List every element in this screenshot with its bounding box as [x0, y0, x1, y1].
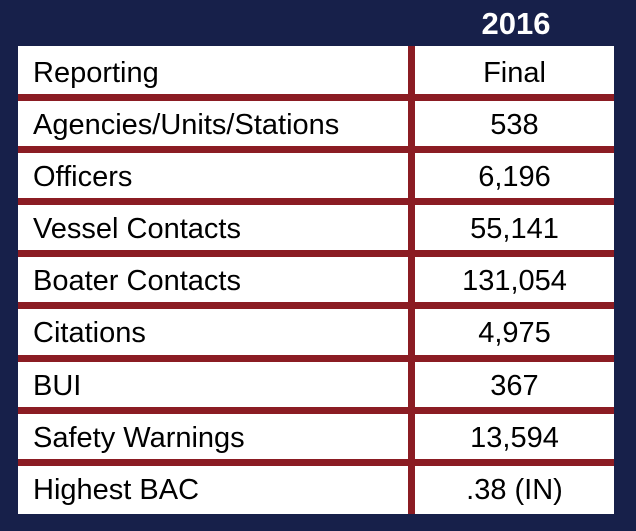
- row-label-agencies: Agencies/Units/Stations: [33, 109, 340, 141]
- row-divider: [18, 355, 614, 362]
- row-label-citations: Citations: [33, 317, 146, 349]
- row-divider: [18, 302, 614, 309]
- year-header: 2016: [481, 6, 551, 41]
- row-divider: [18, 250, 614, 257]
- row-label-safety-warnings: Safety Warnings: [33, 422, 245, 454]
- stats-table: Reporting Final Agencies/Units/Stations …: [18, 46, 614, 514]
- row-value-reporting: Final: [483, 57, 546, 89]
- row-label-vessel-contacts: Vessel Contacts: [33, 213, 241, 245]
- row-divider: [18, 146, 614, 153]
- row-value-boater-contacts: 131,054: [462, 265, 567, 297]
- row-value-officers: 6,196: [478, 161, 551, 193]
- row-value-agencies: 538: [490, 109, 539, 141]
- column-divider: [408, 46, 415, 514]
- row-value-highest-bac: .38 (IN): [466, 474, 563, 506]
- row-divider: [18, 459, 614, 466]
- row-divider: [18, 94, 614, 101]
- row-label-highest-bac: Highest BAC: [33, 474, 200, 506]
- row-label-bui: BUI: [33, 370, 82, 402]
- row-divider: [18, 407, 614, 414]
- row-value-safety-warnings: 13,594: [470, 422, 559, 454]
- row-value-vessel-contacts: 55,141: [470, 213, 559, 245]
- row-divider: [18, 198, 614, 205]
- row-label-reporting: Reporting: [33, 57, 159, 89]
- row-label-boater-contacts: Boater Contacts: [33, 265, 241, 297]
- row-value-citations: 4,975: [478, 317, 551, 349]
- row-value-bui: 367: [490, 370, 539, 402]
- row-label-officers: Officers: [33, 161, 133, 193]
